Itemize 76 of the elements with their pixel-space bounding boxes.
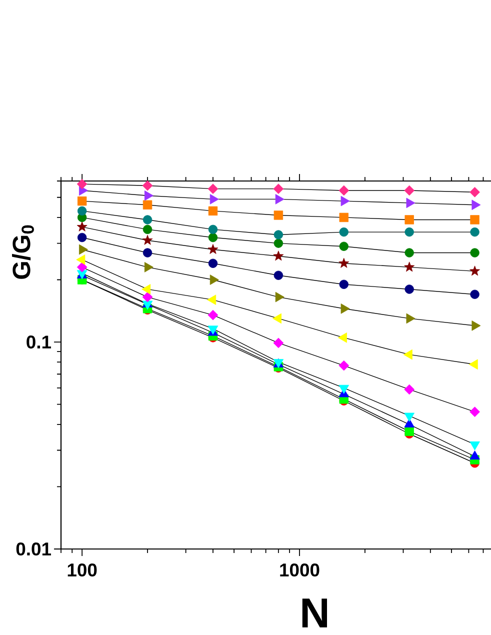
point (470, 215, 480, 224)
point (273, 338, 284, 348)
x-tick-label: 100 (68, 563, 97, 577)
point (338, 360, 350, 371)
point (142, 234, 153, 245)
point (76, 254, 86, 265)
point (210, 194, 219, 204)
point (274, 238, 284, 248)
point (274, 270, 284, 280)
point (77, 232, 87, 242)
point (470, 186, 480, 198)
point (339, 227, 348, 237)
point (208, 184, 218, 194)
point (76, 221, 88, 232)
point (470, 227, 480, 237)
point (339, 280, 348, 289)
point (142, 292, 153, 302)
point (274, 230, 284, 240)
y-axis-title: G/G$_{0}$ (12, 225, 34, 279)
point (472, 200, 481, 210)
x-tick-label: 1000 (280, 563, 320, 577)
y-tick-label: 0.1 (26, 336, 52, 349)
point (144, 190, 154, 201)
point (76, 262, 88, 272)
point (275, 194, 284, 204)
point (404, 215, 414, 224)
point (404, 185, 415, 196)
point (340, 303, 350, 314)
point (472, 320, 481, 331)
point (142, 200, 152, 210)
point (404, 262, 415, 272)
point (210, 274, 219, 285)
point (470, 406, 480, 418)
point (338, 258, 350, 268)
point (142, 224, 152, 234)
x-axis-title: N (302, 598, 328, 628)
point (340, 196, 350, 206)
point (273, 250, 284, 261)
point (208, 206, 218, 216)
point (77, 196, 87, 206)
point (274, 210, 284, 220)
point (406, 198, 416, 208)
point (404, 384, 415, 395)
point (76, 178, 88, 190)
point (406, 313, 416, 324)
point (404, 248, 414, 258)
point (144, 262, 154, 272)
point (470, 248, 480, 258)
point (470, 441, 480, 450)
point (470, 290, 480, 299)
y-tick-label: 0.01 (16, 542, 51, 556)
point (79, 244, 88, 255)
point (404, 426, 414, 436)
point (275, 292, 284, 302)
point (207, 294, 216, 305)
point (208, 232, 218, 242)
point (338, 185, 350, 196)
point (208, 258, 218, 268)
point (273, 184, 284, 194)
point (339, 212, 348, 222)
point (338, 384, 350, 394)
point (77, 206, 87, 216)
point (470, 450, 480, 460)
point (142, 248, 152, 258)
point (404, 284, 414, 294)
point (142, 300, 153, 310)
point (142, 284, 151, 294)
point (142, 180, 153, 191)
point (404, 412, 414, 422)
point (208, 244, 218, 254)
point (339, 242, 348, 251)
point (142, 215, 152, 224)
point (404, 227, 414, 237)
point (470, 266, 480, 276)
point (208, 310, 218, 320)
point (208, 224, 218, 234)
